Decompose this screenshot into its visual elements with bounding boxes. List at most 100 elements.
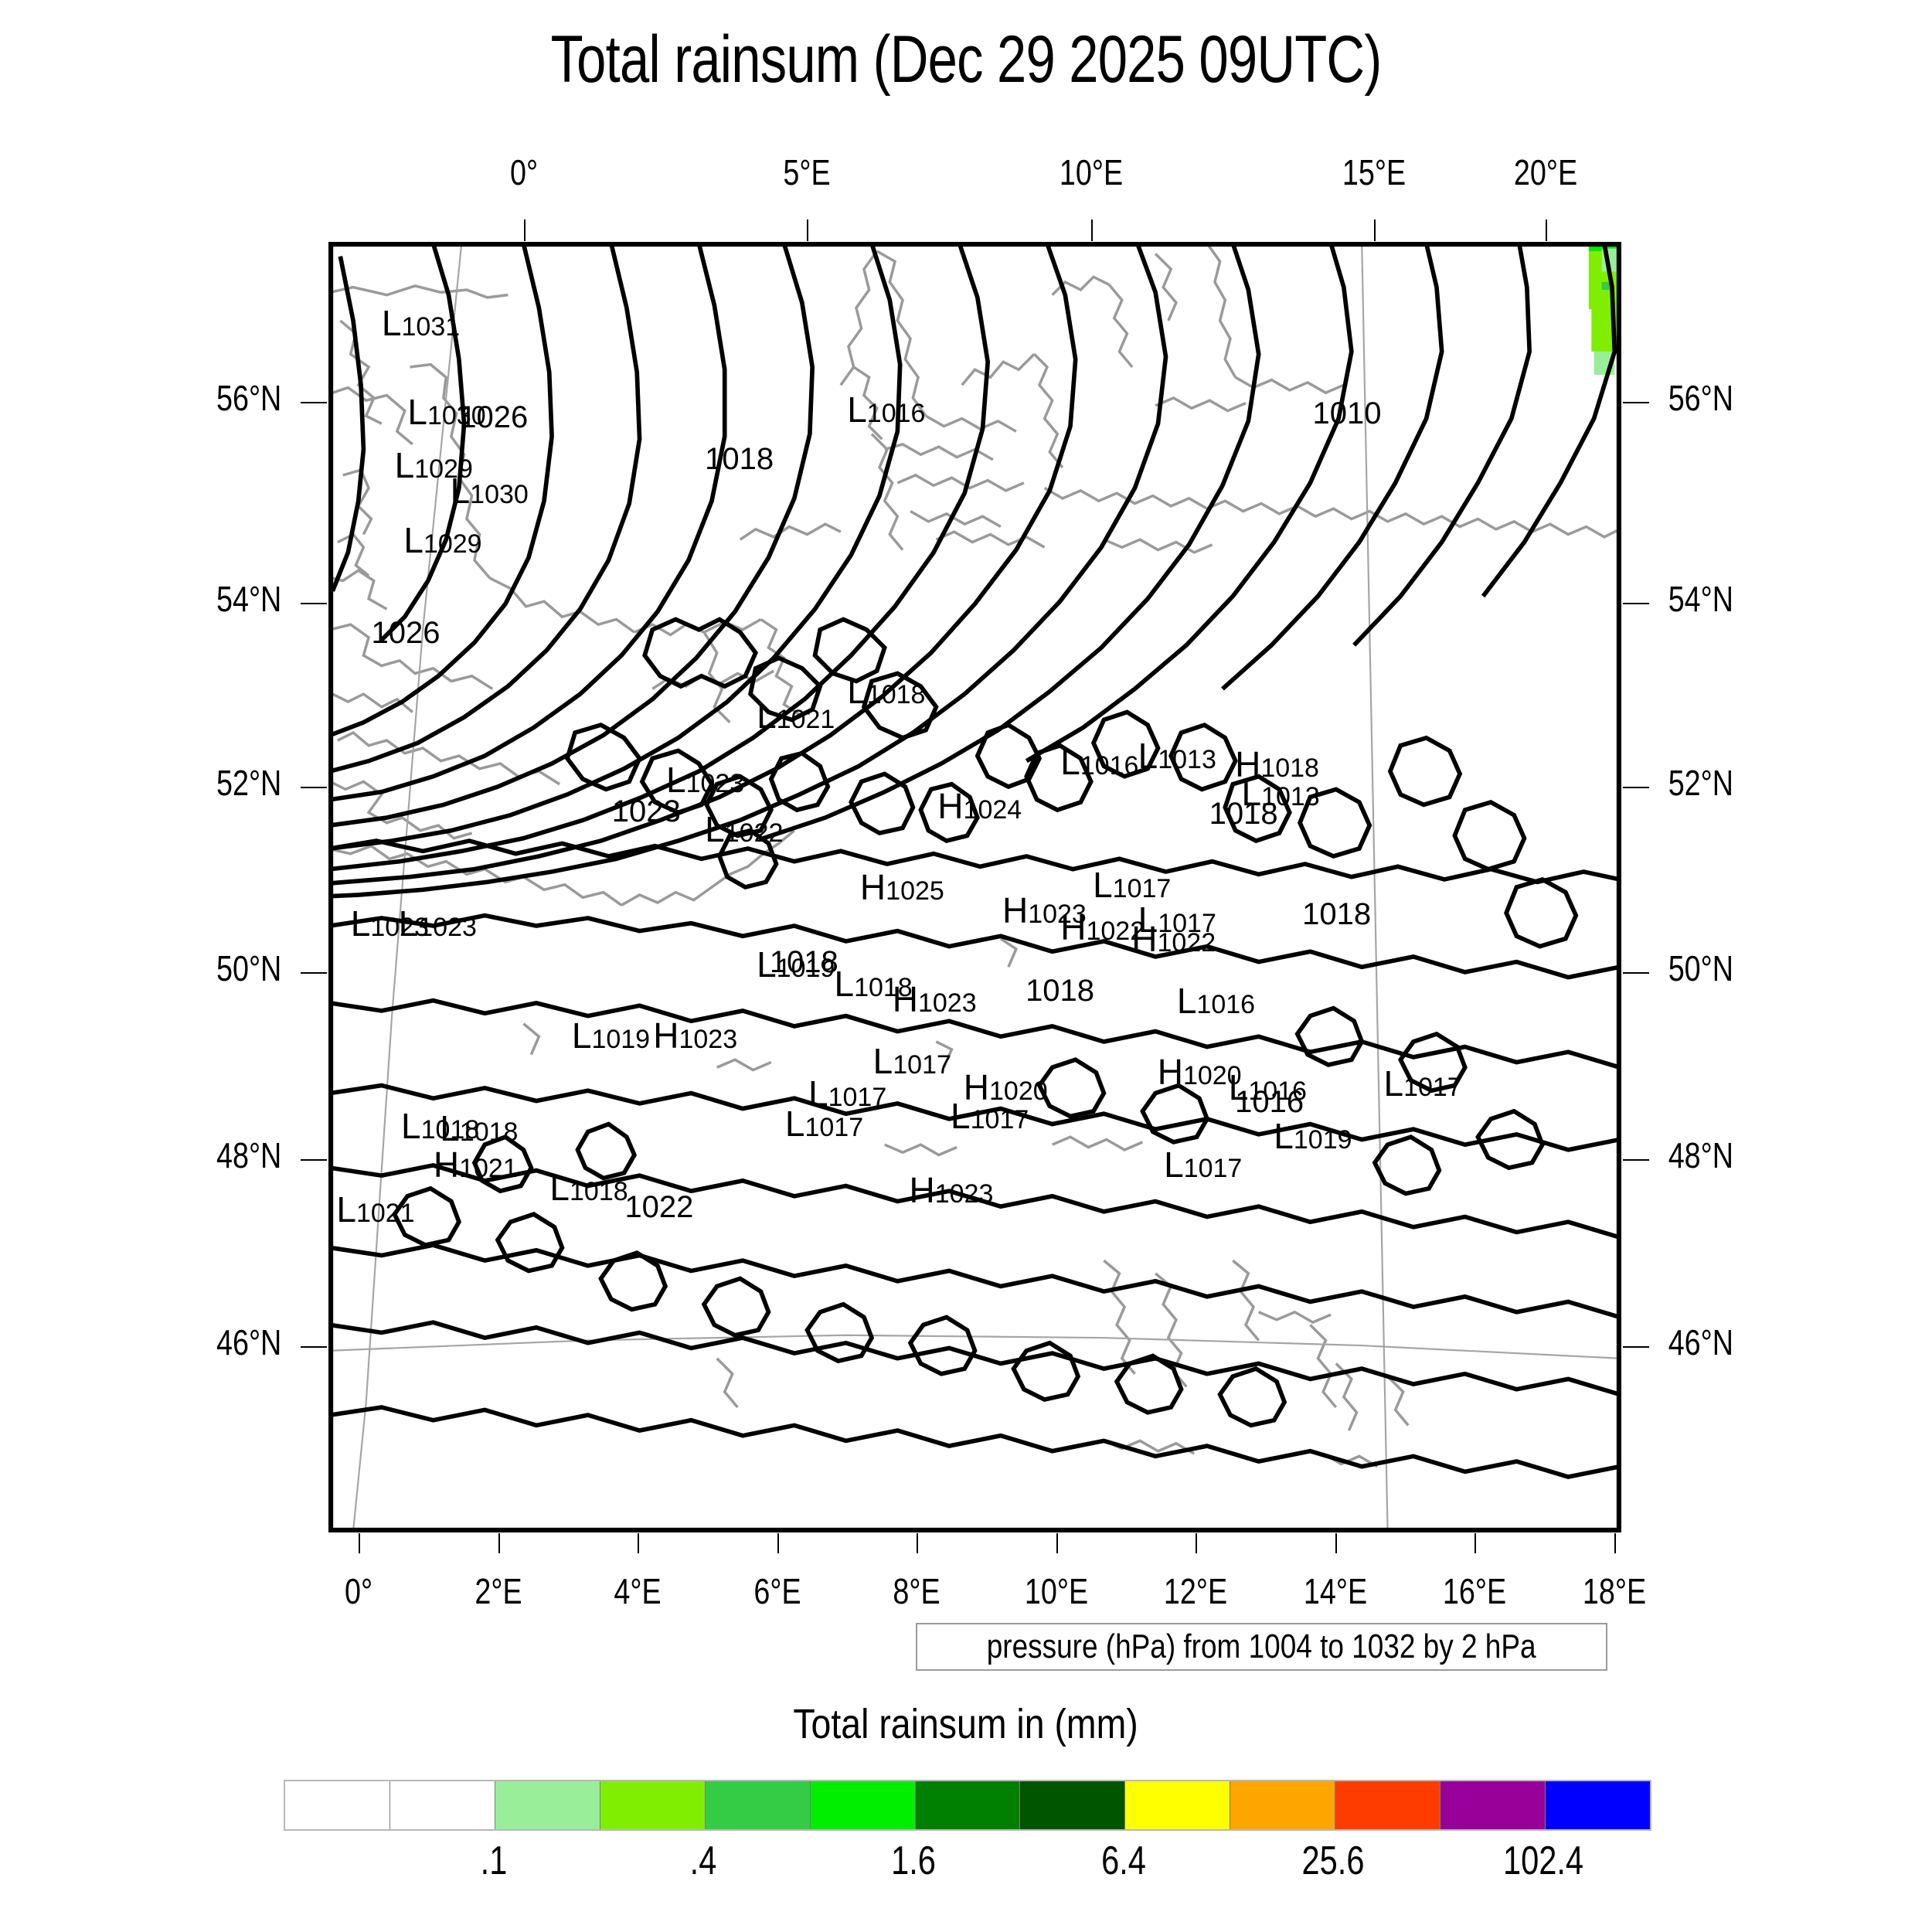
pressure-center-type: L [1138, 899, 1158, 940]
top-axis-tick [1546, 219, 1547, 241]
pressure-center-l: L1018 [847, 673, 925, 709]
left-axis-label: 50°N [216, 948, 282, 988]
right-axis-label: 50°N [1668, 948, 1733, 988]
pressure-center-type: L [398, 903, 419, 944]
pressure-center-value: 1018 [866, 680, 926, 710]
pressure-center-l: L1018 [834, 966, 912, 1002]
pressure-center-type: L [834, 964, 855, 1005]
pressure-center-type: L [381, 303, 402, 344]
pressure-legend-text: pressure (hPa) from 1004 to 1032 by 2 hP… [987, 1628, 1536, 1665]
pressure-center-l: L1030 [407, 394, 485, 430]
colorbar-cell [1125, 1781, 1231, 1829]
pressure-center-h: H1023 [653, 1018, 737, 1053]
pressure-center-l: L1017 [1138, 902, 1216, 937]
top-axis-tick [807, 219, 808, 241]
contour-label: 1018 [769, 945, 838, 980]
colorbar-cell [705, 1781, 811, 1829]
top-axis-tick [1374, 219, 1376, 241]
pressure-center-value: 1017 [970, 1104, 1029, 1134]
pressure-center-h: H1020 [1158, 1054, 1242, 1090]
pressure-center-l: L1017 [873, 1043, 951, 1079]
bottom-axis-label: 16°E [1442, 1571, 1507, 1611]
pressure-center-value: 1020 [1182, 1060, 1242, 1090]
pressure-center-type: L [665, 760, 686, 801]
pressure-center-l: L1022 [705, 811, 783, 847]
contour-label: 1016 [1235, 1084, 1304, 1119]
pressure-center-value: 1022 [1086, 916, 1145, 946]
pressure-center-value: 1029 [414, 454, 473, 484]
bottom-axis-tick [1475, 1533, 1476, 1553]
pressure-center-value: 1023 [1028, 900, 1087, 929]
pressure-center-type: H [909, 1170, 935, 1211]
right-axis-tick [1623, 787, 1649, 788]
pressure-center-value: 1022 [1157, 927, 1216, 957]
pressure-center-value: 1022 [724, 818, 784, 848]
pressure-center-type: L [1274, 1116, 1294, 1157]
left-axis-label: 48°N [216, 1135, 282, 1175]
pressure-center-type: L [549, 1168, 570, 1209]
pressure-center-l: L1023 [351, 906, 429, 941]
pressure-center-value: 1031 [401, 312, 461, 342]
pressure-center-value: 1017 [1158, 908, 1216, 938]
pressure-center-type: L [784, 1103, 805, 1144]
pressure-center-l: L1021 [336, 1192, 414, 1227]
colorbar-tick-label: 102.4 [1503, 1838, 1584, 1883]
pressure-center-value: 1023 [370, 912, 429, 942]
pressure-center-l: L1023 [399, 906, 477, 941]
pressure-center-l: L1016 [1229, 1070, 1307, 1105]
top-axis-tick [524, 219, 526, 241]
pressure-center-value: 1025 [886, 876, 944, 906]
pressure-center-type: H [1131, 918, 1158, 959]
pressure-center-type: L [757, 944, 777, 985]
contour-label: 1026 [459, 400, 529, 435]
pressure-center-l: L1018 [440, 1111, 518, 1146]
pressure-center-type: L [336, 1189, 356, 1230]
bottom-axis-tick [917, 1533, 918, 1553]
pressure-center-type: L [401, 1105, 421, 1146]
colorbar-cell [810, 1781, 916, 1829]
pressure-center-type: L [1176, 980, 1197, 1021]
top-axis-label: 10°E [1059, 152, 1124, 192]
right-axis-tick [1623, 402, 1649, 403]
pressure-center-type: L [394, 444, 415, 485]
pressure-center-value: 1017 [804, 1112, 864, 1142]
pressure-center-type: H [433, 1145, 460, 1185]
pressure-center-type: L [407, 392, 427, 433]
pressure-center-l: L1017 [951, 1098, 1029, 1134]
colorbar-cell [915, 1781, 1021, 1829]
pressure-center-value: 1016 [1196, 989, 1256, 1019]
bottom-axis-label: 4°E [614, 1571, 662, 1611]
pressure-center-value: 1029 [423, 529, 482, 559]
contour-label: 1022 [624, 1190, 694, 1225]
bottom-axis-tick [1614, 1533, 1616, 1553]
pressure-center-type: L [705, 808, 725, 849]
right-axis-label: 46°N [1668, 1322, 1733, 1362]
pressure-center-type: L [450, 471, 471, 512]
pressure-center-l: L1013 [1241, 775, 1319, 811]
pressure-center-l: L1016 [847, 392, 925, 427]
pressure-center-value: 1024 [963, 794, 1022, 825]
pressure-center-l: L1016 [1060, 744, 1138, 780]
right-axis-tick [1623, 603, 1649, 604]
pressure-center-h: H1023 [893, 981, 977, 1017]
colorbar-tick-label: .4 [690, 1838, 717, 1883]
colorbar [284, 1780, 1651, 1831]
left-axis-label: 46°N [216, 1322, 282, 1362]
pressure-center-h: H1024 [937, 788, 1022, 824]
pressure-center-value: 1013 [1158, 744, 1216, 774]
pressure-center-type: L [440, 1108, 460, 1149]
contour-label: 1018 [1026, 973, 1095, 1008]
pressure-center-value: 1019 [591, 1025, 651, 1054]
pressure-center-type: H [1235, 744, 1261, 785]
colorbar-tick-labels: .1 .4 1.6 6.4 25.6 102.4 [284, 1838, 1651, 1892]
map-panel: L1031 L1030 L1029 L1030 L1029 L1016 L1018 L1021… [328, 242, 1621, 1532]
isobar-layer [330, 243, 1620, 1479]
pressure-center-h: H1020 [964, 1070, 1048, 1105]
pressure-center-value: 1030 [470, 480, 529, 510]
pressure-center-h: H1022 [1060, 910, 1145, 945]
pressure-center-type: L [847, 389, 867, 430]
colorbar-tick-label: .1 [480, 1838, 508, 1883]
pressure-center-value: 1021 [459, 1154, 518, 1183]
bottom-axis-tick [1335, 1533, 1337, 1553]
